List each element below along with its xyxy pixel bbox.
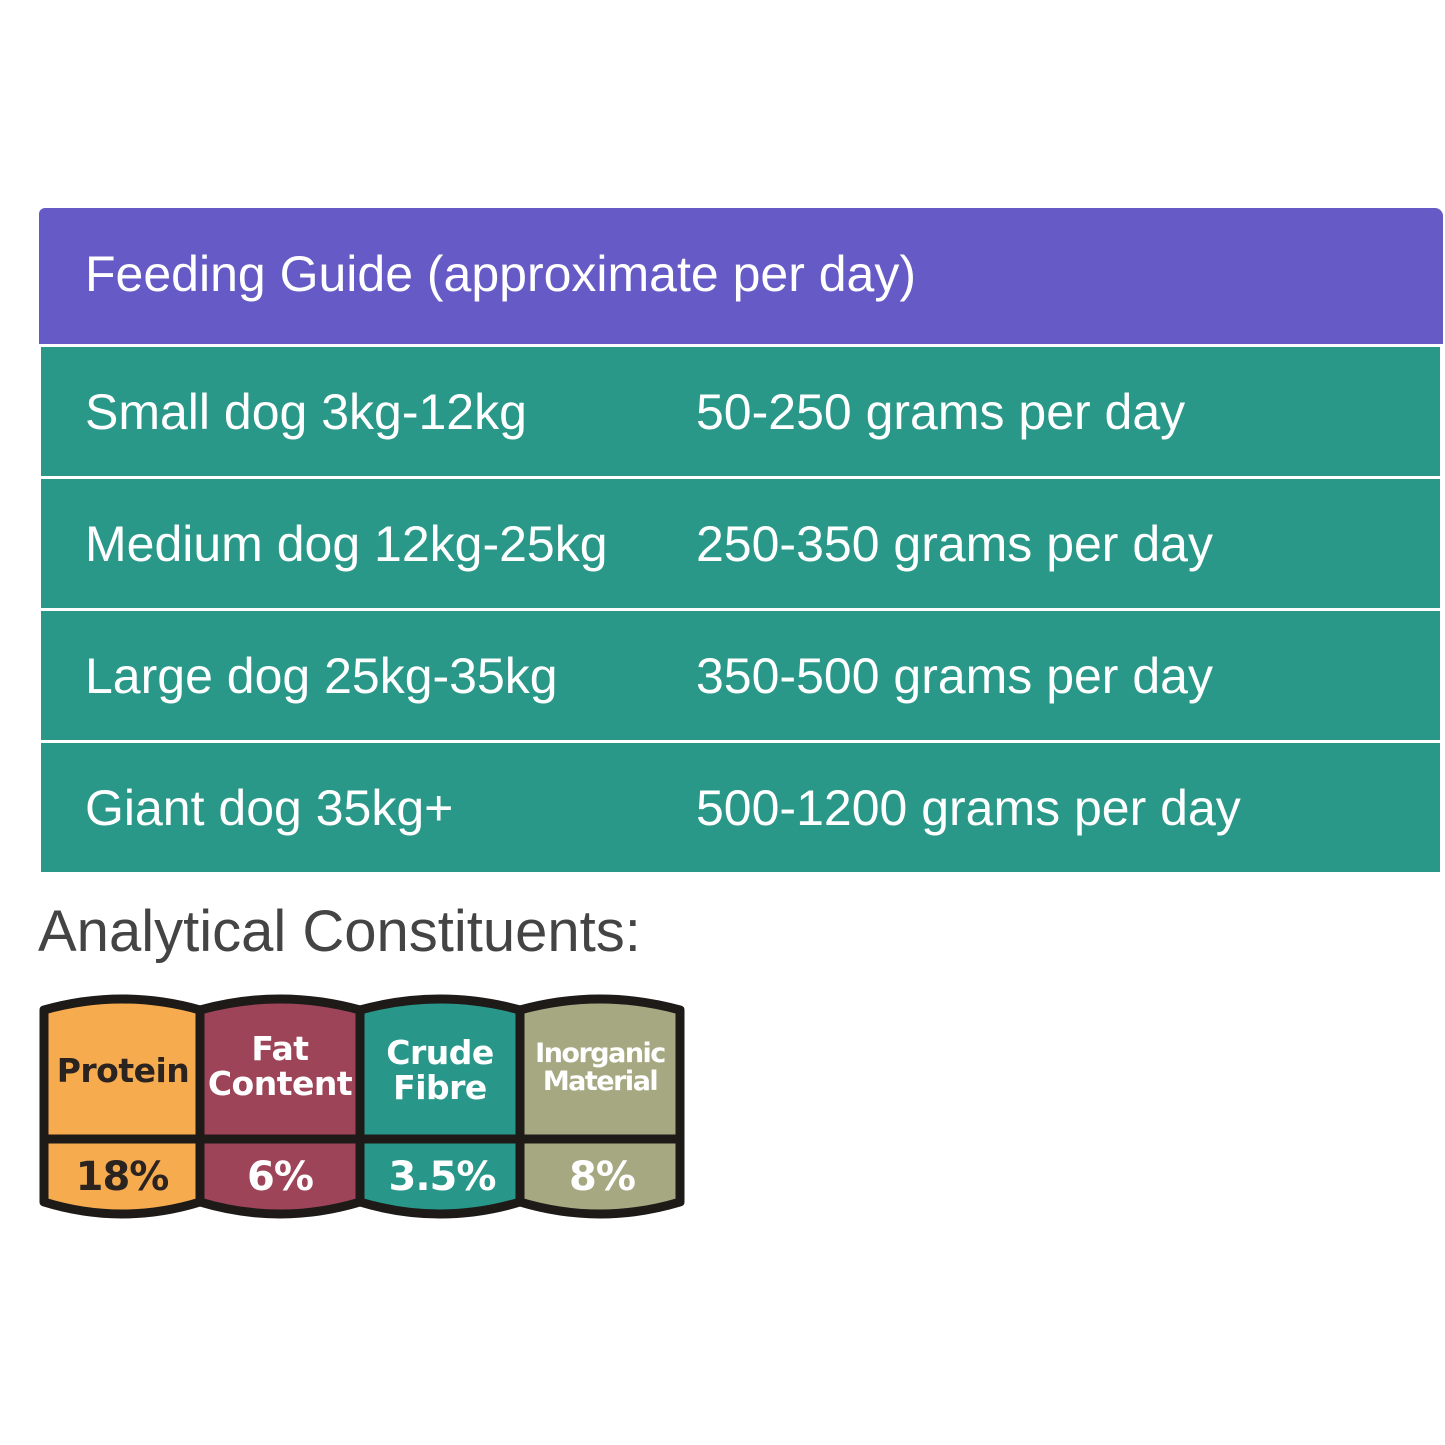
feeding-row-giant: Giant dog 35kg+ 500-1200 grams per day (41, 743, 1440, 872)
feeding-row-medium: Medium dog 12kg-25kg 250-350 grams per d… (41, 479, 1440, 608)
protein-value: 18% (75, 1154, 170, 1200)
badge-shapes-graphic (39, 994, 685, 1219)
fat-content-value: 6% (247, 1154, 314, 1200)
food-amount: 250-350 grams per day (696, 515, 1213, 572)
food-amount: 500-1200 grams per day (696, 779, 1241, 836)
constituents-badges: Protein 18% Fat Content 6% Crude Fibre 3… (36, 990, 686, 1225)
feeding-guide-rows: Small dog 3kg-12kg 50-250 grams per day … (41, 347, 1440, 872)
feeding-guide-title: Feeding Guide (approximate per day) (85, 246, 917, 302)
dog-size: Small dog 3kg-12kg (85, 383, 527, 440)
feeding-guide-table: Feeding Guide (approximate per day) Smal… (39, 208, 1443, 872)
dog-size: Large dog 25kg-35kg (85, 647, 558, 704)
feeding-guide-header: Feeding Guide (approximate per day) (39, 208, 1443, 344)
feeding-row-large: Large dog 25kg-35kg 350-500 grams per da… (41, 611, 1440, 740)
inorganic-material-value: 8% (569, 1154, 636, 1200)
food-amount: 350-500 grams per day (696, 647, 1213, 704)
fat-content-label: Fat Content (207, 1029, 353, 1103)
protein-label: Protein (56, 1051, 190, 1090)
crude-fibre-label: Crude Fibre (386, 1033, 494, 1107)
dog-size: Medium dog 12kg-25kg (85, 515, 608, 572)
feeding-row-small: Small dog 3kg-12kg 50-250 grams per day (41, 347, 1440, 476)
inorganic-badge-shape (515, 994, 685, 1219)
crude-fibre-value: 3.5% (388, 1154, 497, 1200)
dog-size: Giant dog 35kg+ (85, 779, 454, 836)
inorganic-material-label: Inorganic Material (535, 1038, 666, 1098)
food-amount: 50-250 grams per day (696, 383, 1186, 440)
analytical-constituents-title: Analytical Constituents: (38, 899, 641, 964)
